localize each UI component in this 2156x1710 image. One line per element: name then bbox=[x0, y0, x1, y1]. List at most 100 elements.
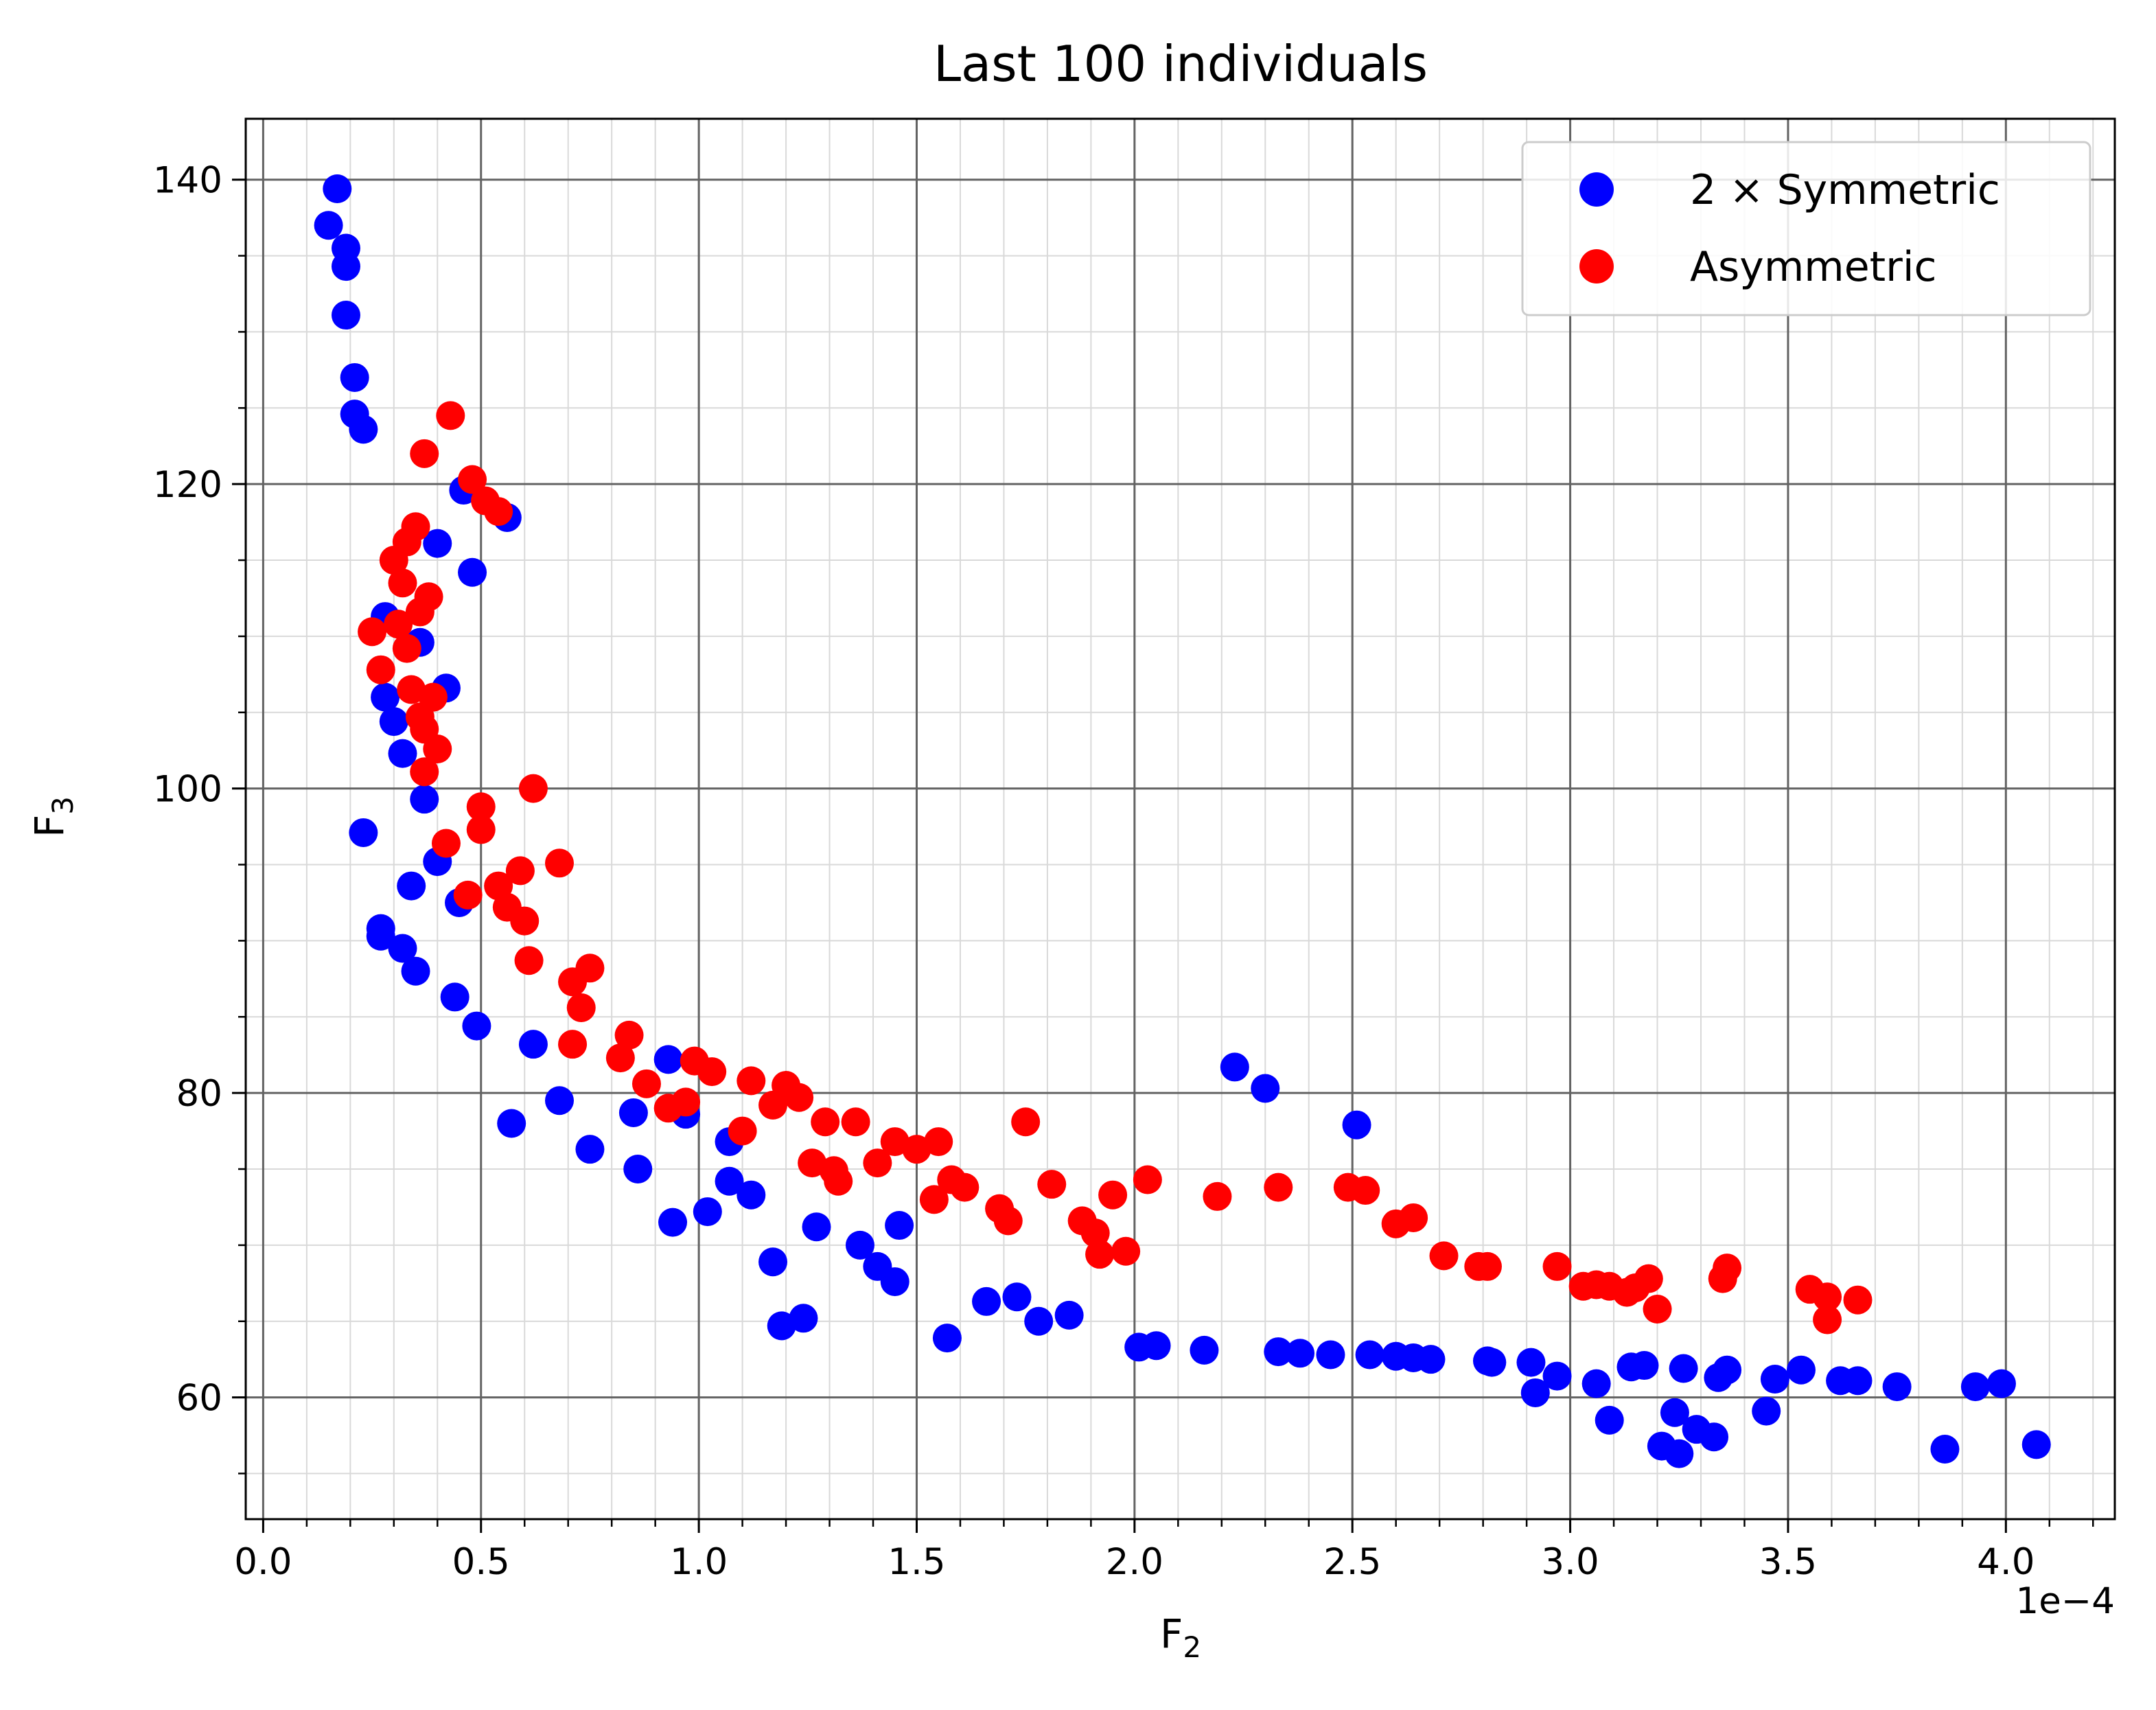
data-point bbox=[932, 1324, 962, 1353]
data-point bbox=[466, 815, 496, 844]
data-point bbox=[1786, 1355, 1816, 1385]
data-point bbox=[653, 1045, 683, 1074]
data-point bbox=[431, 829, 461, 858]
data-point bbox=[1713, 1355, 1742, 1385]
x-axis-label-sub: 2 bbox=[1183, 1630, 1201, 1664]
data-point bbox=[1264, 1337, 1293, 1367]
data-point bbox=[410, 439, 439, 468]
y-tick-label: 120 bbox=[153, 464, 222, 506]
axis-ticks bbox=[232, 178, 2094, 1533]
data-point bbox=[575, 954, 605, 983]
data-point bbox=[758, 1247, 788, 1277]
data-point bbox=[1477, 1348, 1507, 1377]
data-point bbox=[518, 774, 548, 803]
data-point bbox=[388, 739, 417, 768]
data-point bbox=[518, 1030, 548, 1059]
data-point bbox=[1472, 1251, 1502, 1281]
data-point bbox=[880, 1267, 909, 1297]
data-point bbox=[798, 1148, 827, 1178]
data-point bbox=[631, 1069, 661, 1098]
x-tick-label: 3.0 bbox=[1541, 1541, 1599, 1583]
data-point bbox=[2021, 1430, 2051, 1459]
data-point bbox=[950, 1172, 980, 1202]
y-axis-label-base: F bbox=[26, 815, 73, 837]
plot-frame bbox=[244, 117, 2116, 1521]
data-point bbox=[1752, 1396, 1781, 1426]
data-point bbox=[462, 1011, 491, 1041]
data-point bbox=[1098, 1180, 1128, 1210]
y-axis-label: F3 bbox=[26, 796, 80, 837]
data-point bbox=[484, 497, 513, 527]
data-point bbox=[1630, 1351, 1659, 1380]
data-point bbox=[618, 1098, 648, 1127]
data-point bbox=[715, 1166, 744, 1196]
data-point bbox=[841, 1107, 870, 1137]
data-point bbox=[340, 362, 369, 392]
data-point bbox=[1986, 1369, 2016, 1398]
data-point bbox=[1264, 1172, 1293, 1202]
y-tick-label: 80 bbox=[176, 1073, 222, 1115]
data-point bbox=[824, 1166, 853, 1196]
data-point bbox=[1542, 1361, 1572, 1391]
data-point bbox=[545, 848, 575, 878]
data-point bbox=[785, 1083, 814, 1112]
data-point bbox=[1037, 1170, 1067, 1199]
data-point bbox=[1133, 1165, 1162, 1194]
data-point bbox=[1399, 1203, 1428, 1232]
data-point bbox=[737, 1066, 766, 1096]
data-point bbox=[1220, 1052, 1249, 1082]
data-point bbox=[323, 174, 352, 203]
data-point bbox=[497, 1109, 526, 1138]
data-point bbox=[366, 921, 395, 951]
x-tick-label: 2.0 bbox=[1106, 1541, 1163, 1583]
data-point bbox=[510, 906, 540, 936]
data-point bbox=[401, 512, 430, 542]
data-point bbox=[1813, 1305, 1842, 1335]
data-point bbox=[845, 1230, 874, 1260]
x-tick-label: 2.5 bbox=[1323, 1541, 1381, 1583]
data-point bbox=[1190, 1335, 1219, 1365]
data-point bbox=[693, 1197, 722, 1227]
data-point bbox=[1520, 1378, 1550, 1407]
data-point bbox=[575, 1135, 605, 1164]
data-point bbox=[505, 856, 535, 886]
data-point bbox=[1342, 1110, 1371, 1140]
data-point bbox=[1542, 1251, 1572, 1281]
data-point bbox=[388, 934, 417, 963]
data-point bbox=[1643, 1295, 1672, 1324]
x-tick-label: 4.0 bbox=[1977, 1541, 2035, 1583]
data-point bbox=[314, 211, 343, 240]
data-point bbox=[1286, 1339, 1315, 1368]
data-point bbox=[605, 1043, 635, 1073]
data-point bbox=[1054, 1300, 1084, 1330]
data-point bbox=[440, 982, 470, 1012]
data-point bbox=[410, 785, 439, 814]
data-point bbox=[614, 1020, 644, 1050]
data-point bbox=[423, 529, 452, 558]
x-axis-label: F2 bbox=[1160, 1610, 1201, 1664]
data-point bbox=[397, 871, 426, 901]
x-axis-offset-text: 1e−4 bbox=[2016, 1580, 2115, 1622]
data-point bbox=[767, 1311, 796, 1341]
data-point bbox=[1024, 1306, 1054, 1336]
legend-label-symmetric: 2 × Symmetric bbox=[1690, 166, 2000, 214]
data-point bbox=[1930, 1435, 1960, 1464]
y-axis-label-sub: 3 bbox=[46, 796, 80, 815]
data-point bbox=[436, 401, 465, 430]
data-point bbox=[1660, 1398, 1689, 1427]
data-point bbox=[349, 415, 378, 444]
data-point bbox=[924, 1127, 953, 1157]
data-point bbox=[1595, 1405, 1624, 1435]
y-tick-label: 140 bbox=[153, 160, 222, 202]
data-point bbox=[1634, 1264, 1663, 1293]
x-tick-labels: 0.0 0.5 1.0 1.5 2.0 2.5 3.0 3.5 4.0 bbox=[234, 1541, 2035, 1583]
data-point bbox=[1843, 1285, 1873, 1315]
data-point bbox=[1960, 1372, 1990, 1402]
legend-marker-symmetric bbox=[1579, 172, 1614, 207]
data-point bbox=[885, 1211, 914, 1240]
series-1 bbox=[358, 401, 1873, 1335]
data-point bbox=[414, 582, 443, 612]
data-point bbox=[811, 1107, 840, 1137]
data-point bbox=[863, 1148, 892, 1178]
